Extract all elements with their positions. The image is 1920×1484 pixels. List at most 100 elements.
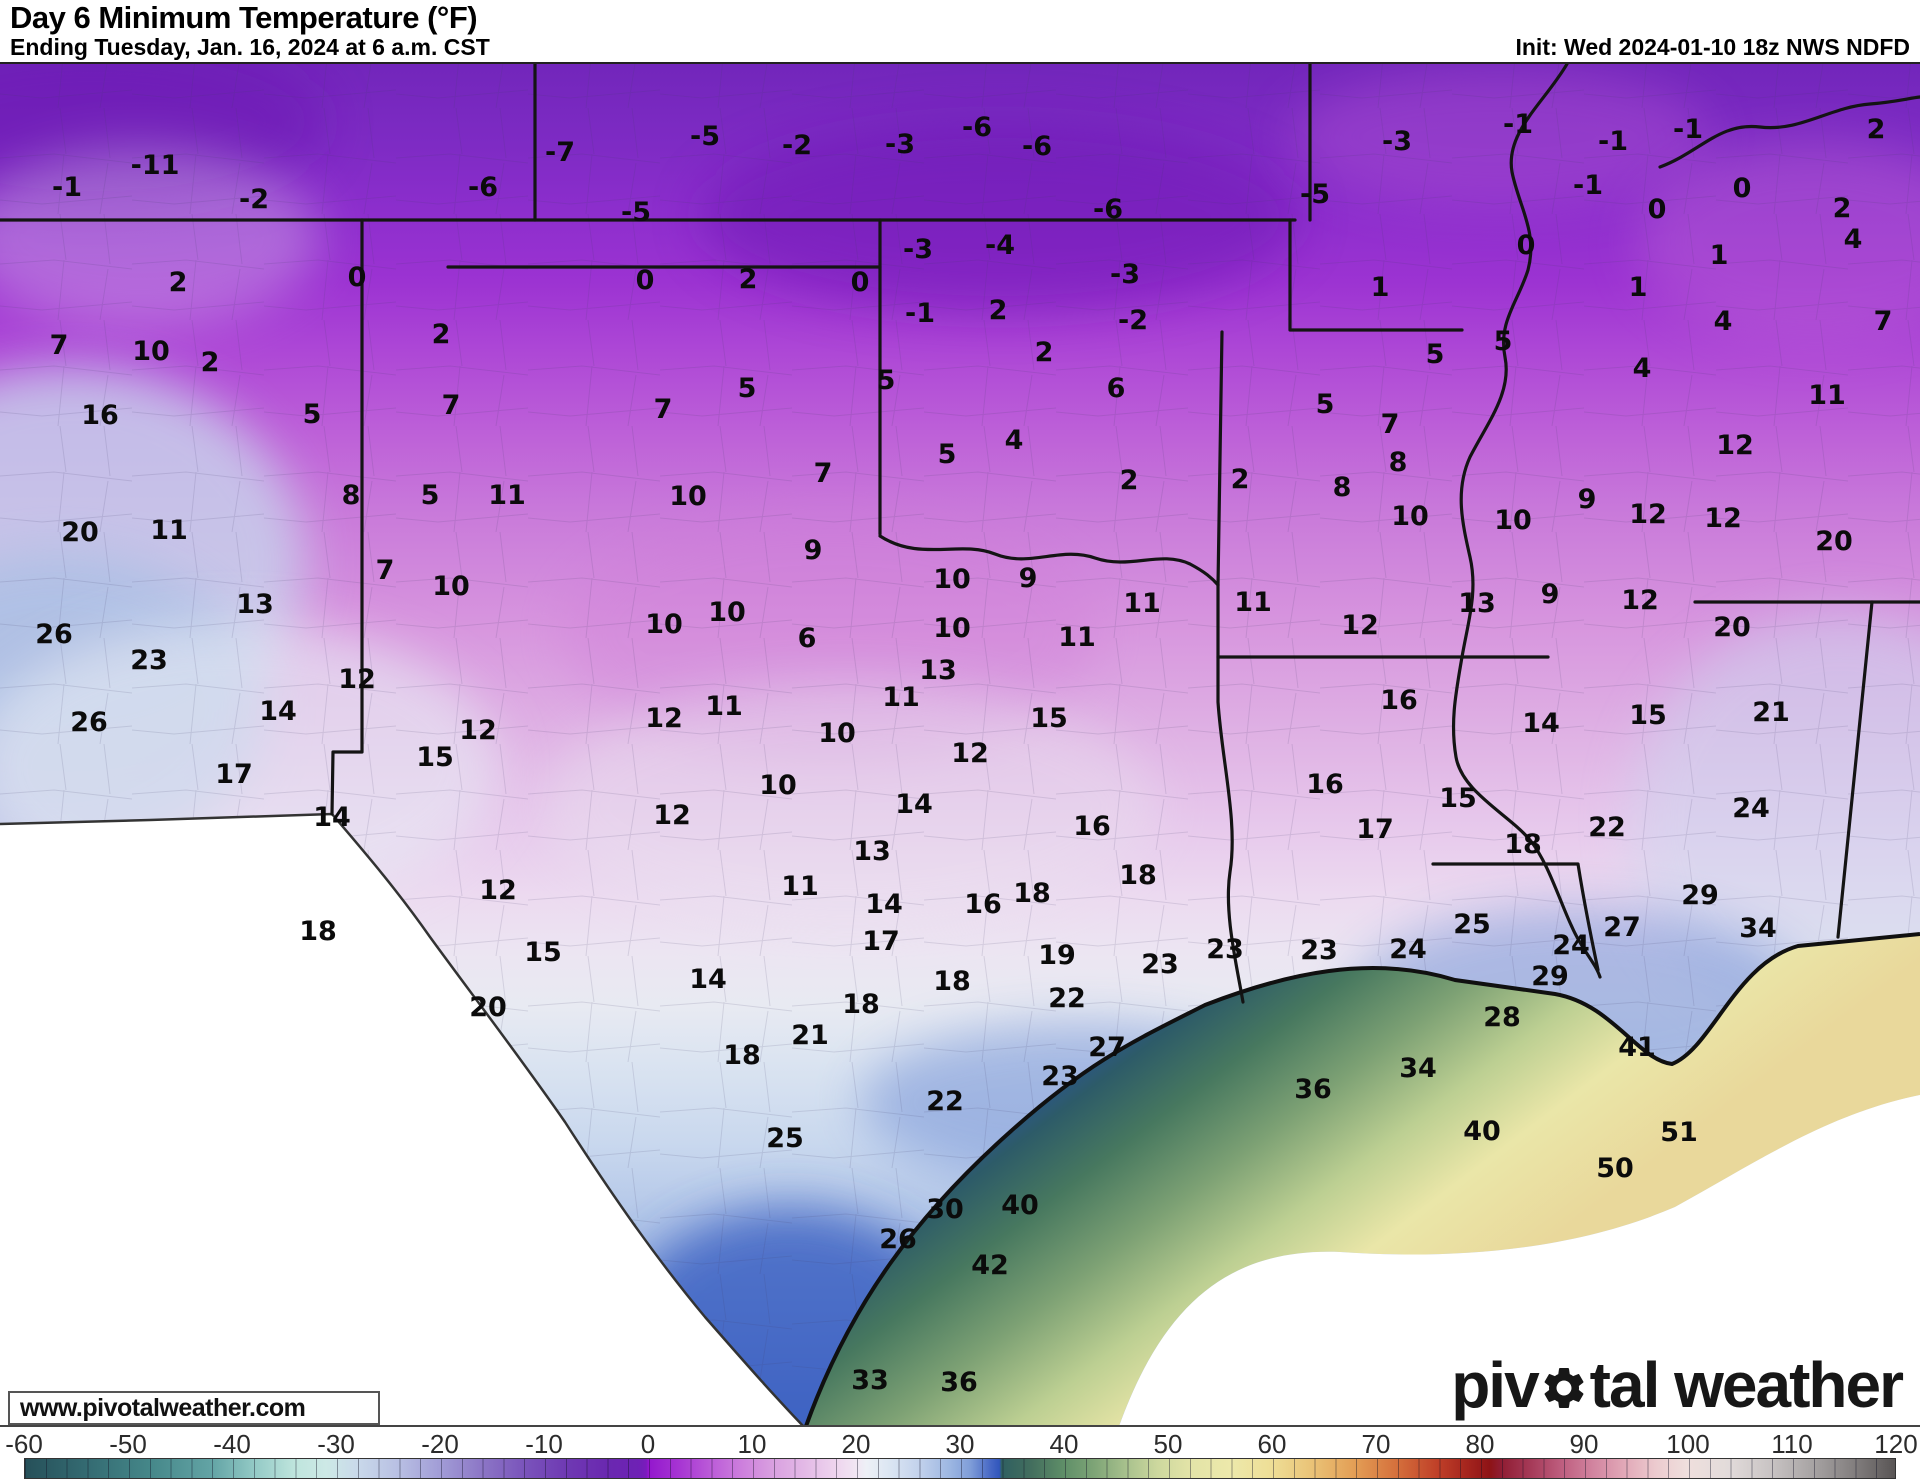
temperature-map-svg: -1-11-2 -6-7-5-5 -2 -3-6-6-6-3-1-1 -1 2-5 -100…	[0, 64, 1920, 1425]
temp-label: 10	[933, 564, 971, 595]
temp-label: 0	[1648, 194, 1667, 225]
temp-label: 7	[654, 394, 673, 425]
logo-text-post: tal weather	[1589, 1349, 1904, 1421]
state-borders	[0, 64, 1920, 1004]
temp-label: 15	[1629, 700, 1667, 731]
temp-label: 18	[1013, 878, 1051, 909]
temp-label: 6	[798, 623, 817, 654]
temp-label: 18	[933, 966, 971, 997]
temp-label: 16	[1073, 811, 1111, 842]
temp-label: 7	[442, 390, 461, 421]
temp-label: 2	[1833, 193, 1852, 224]
temp-label: 29	[1531, 961, 1569, 992]
temp-label: 7	[1874, 306, 1893, 337]
temp-label: 5	[303, 399, 322, 430]
temp-label: 26	[35, 619, 73, 650]
colorbar-segment-lines	[25, 1459, 1895, 1478]
colorbar-tick: 60	[1257, 1429, 1287, 1459]
temp-label: 18	[723, 1040, 761, 1071]
temp-label: -11	[131, 150, 180, 181]
gulf-temperature-band	[806, 934, 1920, 1425]
temp-label: 12	[338, 664, 376, 695]
temp-label: 42	[971, 1250, 1009, 1281]
temp-label: 12	[951, 738, 989, 769]
temp-label: 2	[1231, 464, 1250, 495]
temp-label: 10	[759, 770, 797, 801]
temp-label: 23	[1206, 934, 1244, 965]
colorbar-tick: 70	[1361, 1429, 1391, 1459]
temp-label: 10	[818, 718, 856, 749]
colorbar-tick: 110	[1771, 1429, 1813, 1459]
temp-label: 4	[1714, 306, 1733, 337]
temp-label: -1	[1503, 109, 1533, 140]
temp-label: 50	[1596, 1153, 1634, 1184]
temp-label: 19	[1038, 940, 1076, 971]
temp-label: -1	[1573, 170, 1603, 201]
temp-label: 2	[1035, 337, 1054, 368]
temp-label: 2	[989, 295, 1008, 326]
temp-label: -3	[903, 234, 933, 265]
temp-label: -3	[1110, 259, 1140, 290]
colorbar-tick: 0	[640, 1429, 656, 1459]
temp-label: -6	[1022, 131, 1052, 162]
temp-label: 14	[895, 789, 933, 820]
temp-label: 34	[1399, 1053, 1437, 1084]
temp-label: 11	[1058, 622, 1096, 653]
rio-grande-border	[0, 812, 804, 1425]
logo-text-pre: piv	[1451, 1349, 1539, 1421]
temp-label: 14	[259, 696, 297, 727]
temp-label: 21	[791, 1020, 829, 1051]
temp-label: 5	[938, 439, 957, 470]
temp-label: 22	[926, 1086, 964, 1117]
temp-label: 12	[645, 703, 683, 734]
temp-label: 12	[1629, 499, 1667, 530]
temp-label: 26	[879, 1224, 917, 1255]
coastline	[804, 932, 1920, 1425]
colorbar-gradient	[24, 1458, 1896, 1479]
temp-label: 13	[919, 655, 957, 686]
temp-label: 25	[1453, 909, 1491, 940]
temp-label: -4	[985, 230, 1015, 261]
temp-label: 1	[1371, 272, 1390, 303]
temp-label: 40	[1463, 1116, 1501, 1147]
temp-label: 1	[1710, 240, 1729, 271]
temp-label: 18	[1504, 829, 1542, 860]
temp-label: 11	[150, 515, 188, 546]
temp-label: 23	[1041, 1061, 1079, 1092]
temp-label: 10	[933, 613, 971, 644]
temp-label: 12	[1716, 430, 1754, 461]
gear-icon	[1539, 1363, 1589, 1413]
temp-label: 16	[81, 400, 119, 431]
temp-label: 11	[705, 691, 743, 722]
temp-label: 13	[236, 589, 274, 620]
temp-label: 0	[348, 262, 367, 293]
temp-label: 15	[524, 937, 562, 968]
temp-label: 36	[940, 1367, 978, 1398]
temp-label: 14	[689, 964, 727, 995]
colorbar-tick-labels: -60 -50 -40 -30 -20 -10 0 10 20 30 40 50 60 70 80 90 100…	[0, 1429, 1920, 1459]
temperature-labels: -1-11-2 -6-7-5-5 -2 -3-6-6-6-3-1-1 -1 2-5 -100…	[35, 109, 1892, 1398]
temp-label: -2	[1118, 305, 1148, 336]
temp-label: 4	[1633, 353, 1652, 384]
temp-label: 15	[1439, 783, 1477, 814]
temp-label: 9	[1541, 579, 1560, 610]
temp-label: 27	[1088, 1032, 1126, 1063]
temp-label: -1	[1598, 126, 1628, 157]
temp-label: 28	[1483, 1002, 1521, 1033]
temp-label: 41	[1618, 1032, 1656, 1063]
temp-label: 51	[1660, 1117, 1698, 1148]
temp-label: 10	[1494, 505, 1532, 536]
temp-label: 20	[1713, 612, 1751, 643]
temp-label: 15	[1030, 703, 1068, 734]
temp-label: 25	[766, 1123, 804, 1154]
temp-label: 29	[1681, 880, 1719, 911]
temp-label: 10	[708, 597, 746, 628]
temp-label: 8	[1389, 447, 1408, 478]
temp-label: 10	[645, 609, 683, 640]
temp-label: 11	[488, 480, 526, 511]
temp-label: 11	[1808, 380, 1846, 411]
temp-label: 12	[459, 715, 497, 746]
temp-label: -1	[52, 172, 82, 203]
temp-label: 0	[1733, 173, 1752, 204]
